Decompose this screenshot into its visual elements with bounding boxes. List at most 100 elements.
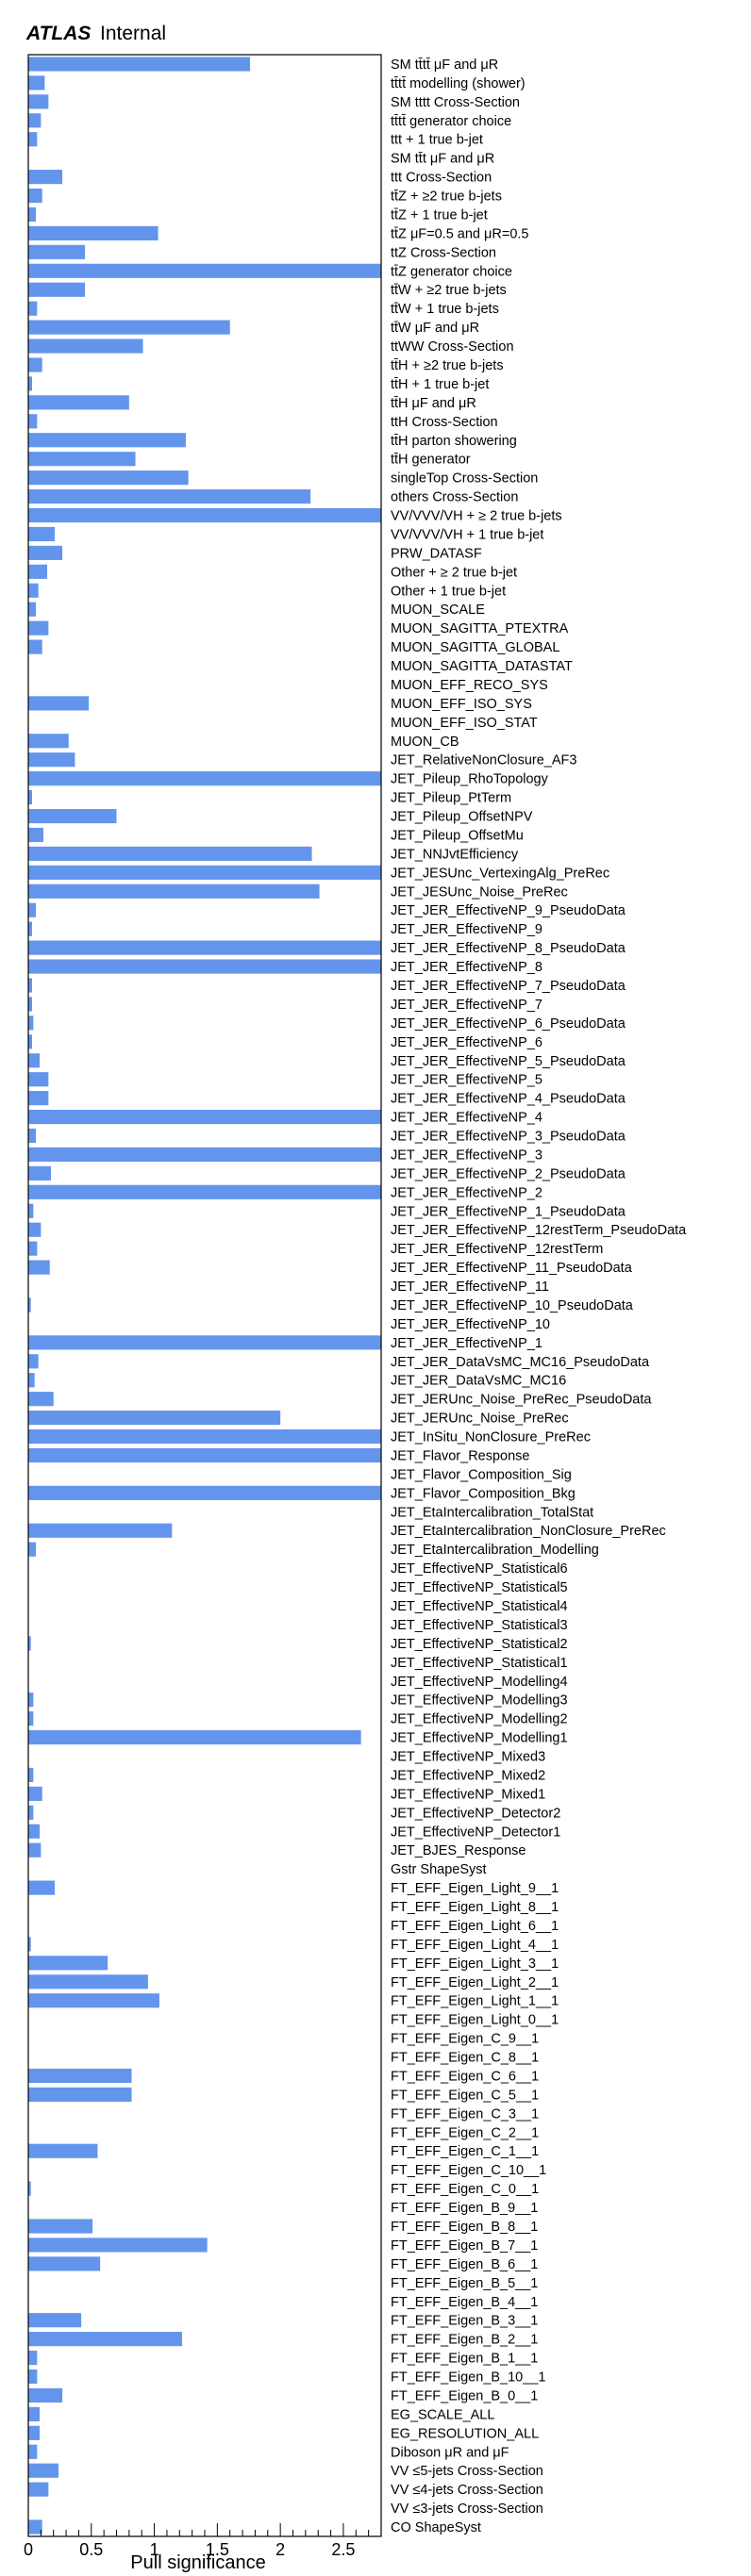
category-label: FT_EFF_Eigen_Light_3__1 bbox=[391, 1957, 559, 1972]
category-label: JET_JER_DataVsMC_MC16 bbox=[391, 1374, 566, 1389]
category-label: FT_EFF_Eigen_Light_0__1 bbox=[391, 2013, 559, 2028]
bar bbox=[28, 883, 320, 899]
category-label: ttZ Cross-Section bbox=[391, 245, 496, 260]
bar bbox=[28, 263, 381, 278]
category-label: JET_Pileup_OffsetNPV bbox=[391, 810, 533, 825]
category-label: tt̄Z + 1 true b-jet bbox=[391, 207, 488, 223]
bar bbox=[28, 1072, 49, 1087]
category-label: JET_JER_EffectiveNP_6_PseudoData bbox=[391, 1016, 626, 1032]
category-label: FT_EFF_Eigen_B_10__1 bbox=[391, 2370, 545, 2386]
category-label: JET_EtaIntercalibration_Modelling bbox=[391, 1543, 599, 1558]
category-label: JET_EffectiveNP_Statistical1 bbox=[391, 1656, 568, 1671]
category-label: JET_EffectiveNP_Modelling1 bbox=[391, 1731, 568, 1746]
bar bbox=[28, 2406, 41, 2421]
category-label: JET_EffectiveNP_Statistical4 bbox=[391, 1599, 568, 1614]
category-label: MUON_SAGITTA_DATASTAT bbox=[391, 659, 573, 674]
bar bbox=[28, 2181, 31, 2196]
category-label: MUON_SAGITTA_PTEXTRA bbox=[391, 621, 569, 636]
bar bbox=[28, 1016, 34, 1031]
category-label: SM tttt Cross-Section bbox=[391, 95, 520, 110]
category-label: tt̄W μF and μR bbox=[391, 321, 479, 336]
category-label: JET_EffectiveNP_Statistical5 bbox=[391, 1580, 568, 1595]
x-tick-label: 2.5 bbox=[331, 2540, 355, 2559]
category-label: PRW_DATASF bbox=[391, 546, 482, 561]
bars-layer bbox=[28, 57, 381, 2535]
bar bbox=[28, 1392, 54, 1407]
bar bbox=[28, 507, 381, 523]
category-label: JET_JER_EffectiveNP_4_PseudoData bbox=[391, 1092, 626, 1107]
category-label: JET_JER_EffectiveNP_9_PseudoData bbox=[391, 903, 626, 918]
category-label: SM tt̄tt̄ μF and μR bbox=[391, 58, 498, 73]
bar bbox=[28, 1711, 34, 1726]
bar bbox=[28, 1542, 37, 1557]
bar bbox=[28, 1335, 381, 1350]
bar bbox=[28, 1109, 381, 1125]
category-label: tt̄Z generator choice bbox=[391, 264, 512, 279]
category-label: ttt Cross-Section bbox=[391, 171, 492, 186]
category-label: MUON_SCALE bbox=[391, 603, 485, 618]
category-label: JET_EffectiveNP_Detector1 bbox=[391, 1825, 560, 1840]
category-label: tt̄W + 1 true b-jets bbox=[391, 302, 499, 317]
bar bbox=[28, 225, 159, 241]
bar bbox=[28, 1222, 42, 1237]
category-label: FT_EFF_Eigen_B_2__1 bbox=[391, 2333, 538, 2348]
atlas-brand: ATLAS bbox=[25, 23, 91, 44]
category-label: JET_EffectiveNP_Mixed1 bbox=[391, 1787, 545, 1802]
bar bbox=[28, 1993, 159, 2008]
category-label: JET_JER_EffectiveNP_2 bbox=[391, 1185, 542, 1200]
plot-frame bbox=[27, 54, 382, 2537]
bar bbox=[28, 865, 381, 880]
category-label: FT_EFF_Eigen_B_1__1 bbox=[391, 2352, 538, 2367]
bar bbox=[28, 2444, 38, 2459]
category-label: MUON_SAGITTA_GLOBAL bbox=[391, 640, 559, 655]
bar bbox=[28, 1693, 34, 1708]
bar bbox=[28, 1297, 31, 1313]
x-axis-title: Pull significance bbox=[130, 2552, 265, 2573]
category-label: FT_EFF_Eigen_C_3__1 bbox=[391, 2106, 539, 2122]
category-label: FT_EFF_Eigen_C_9__1 bbox=[391, 2032, 539, 2047]
category-label: JET_JER_EffectiveNP_5_PseudoData bbox=[391, 1054, 626, 1069]
bar bbox=[28, 1128, 37, 1144]
category-label: JET_EffectiveNP_Modelling2 bbox=[391, 1712, 568, 1727]
category-label: ttWW Cross-Section bbox=[391, 339, 514, 355]
category-label: JET_JERUnc_Noise_PreRec_PseudoData bbox=[391, 1393, 652, 1408]
category-label: tt̄H μF and μR bbox=[391, 396, 476, 411]
bar bbox=[28, 2463, 59, 2478]
category-label: tt̄W + ≥2 true b-jets bbox=[391, 283, 507, 298]
category-label: JET_Flavor_Composition_Bkg bbox=[391, 1486, 576, 1501]
category-label: EG_RESOLUTION_ALL bbox=[391, 2426, 539, 2441]
bar bbox=[28, 545, 63, 560]
category-label: tt̄tt̄ generator choice bbox=[391, 114, 511, 129]
bar bbox=[28, 1034, 33, 1049]
category-label: JET_RelativeNonClosure_AF3 bbox=[391, 753, 576, 768]
bar bbox=[28, 734, 69, 749]
bar bbox=[28, 1428, 381, 1445]
bar bbox=[28, 1880, 56, 1895]
bar bbox=[28, 526, 56, 542]
bar bbox=[28, 602, 37, 617]
bar bbox=[28, 1842, 42, 1858]
category-label: MUON_EFF_RECO_SYS bbox=[391, 678, 548, 693]
bar bbox=[28, 2387, 63, 2403]
bar bbox=[28, 583, 39, 598]
category-labels-layer: SM tt̄tt̄ μF and μR tt̄tt̄ modelling (sho… bbox=[391, 58, 687, 2535]
category-label: tt̄Z μF=0.5 and μR=0.5 bbox=[391, 226, 528, 241]
category-label: tt̄H + 1 true b-jet bbox=[391, 377, 489, 392]
category-label: FT_EFF_Eigen_C_1__1 bbox=[391, 2144, 539, 2159]
bar bbox=[28, 2143, 98, 2158]
bar bbox=[28, 1147, 381, 1163]
bar bbox=[28, 959, 381, 974]
category-label: CO ShapeSyst bbox=[391, 2520, 481, 2535]
category-label: FT_EFF_Eigen_C_2__1 bbox=[391, 2125, 539, 2140]
category-label: FT_EFF_Eigen_B_3__1 bbox=[391, 2314, 538, 2329]
bar bbox=[28, 1956, 108, 1971]
bar bbox=[28, 2332, 182, 2347]
category-label: JET_EffectiveNP_Mixed3 bbox=[391, 1750, 545, 1765]
bar bbox=[28, 2519, 42, 2535]
category-label: JET_JER_EffectiveNP_7_PseudoData bbox=[391, 979, 626, 994]
category-label: FT_EFF_Eigen_B_8__1 bbox=[391, 2220, 538, 2235]
bar bbox=[28, 206, 37, 223]
bar bbox=[28, 808, 117, 824]
category-label: FT_EFF_Eigen_B_0__1 bbox=[391, 2388, 538, 2403]
